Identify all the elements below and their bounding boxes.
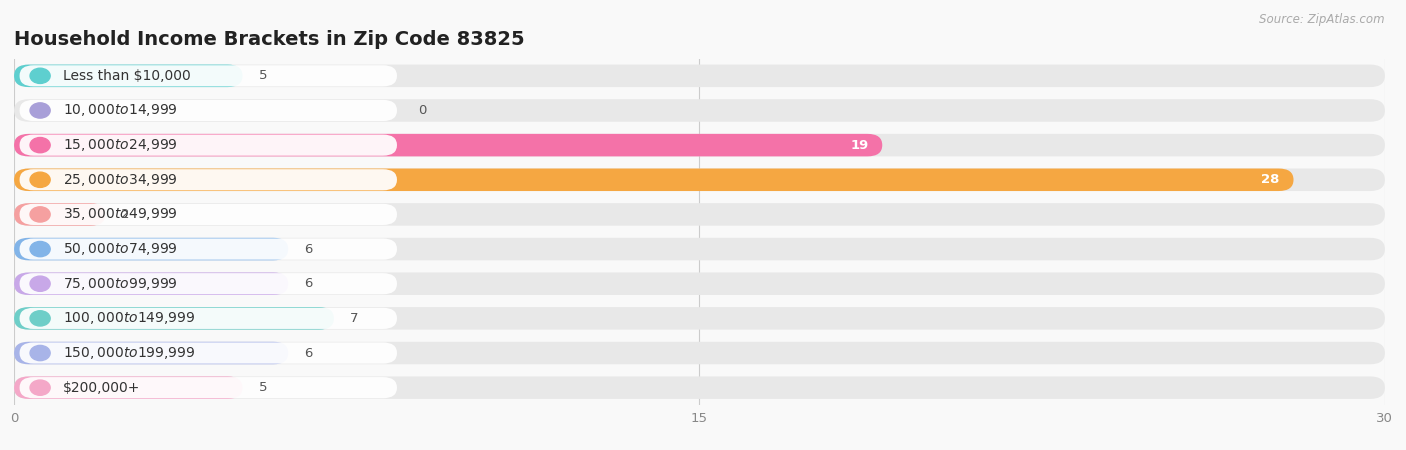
FancyBboxPatch shape [14,203,1385,226]
Circle shape [30,276,51,291]
FancyBboxPatch shape [14,134,1385,157]
FancyBboxPatch shape [14,134,883,157]
Text: $75,000 to $99,999: $75,000 to $99,999 [63,276,177,292]
Circle shape [30,311,51,326]
FancyBboxPatch shape [14,307,1385,330]
FancyBboxPatch shape [20,273,396,294]
Text: $100,000 to $149,999: $100,000 to $149,999 [63,310,195,326]
Text: Source: ZipAtlas.com: Source: ZipAtlas.com [1260,14,1385,27]
Text: 5: 5 [259,381,267,394]
FancyBboxPatch shape [20,169,396,190]
Text: $35,000 to $49,999: $35,000 to $49,999 [63,207,177,222]
FancyBboxPatch shape [14,272,1385,295]
FancyBboxPatch shape [20,238,396,260]
FancyBboxPatch shape [20,100,396,121]
FancyBboxPatch shape [20,65,396,86]
Circle shape [30,68,51,83]
FancyBboxPatch shape [20,377,396,398]
Text: 6: 6 [304,346,312,360]
Circle shape [30,172,51,187]
FancyBboxPatch shape [14,238,1385,261]
Text: 7: 7 [350,312,359,325]
FancyBboxPatch shape [14,342,288,365]
FancyBboxPatch shape [14,376,243,399]
FancyBboxPatch shape [14,168,1294,191]
Circle shape [30,346,51,360]
Text: 5: 5 [259,69,267,82]
Text: Less than $10,000: Less than $10,000 [63,69,191,83]
Circle shape [30,380,51,395]
Text: $50,000 to $74,999: $50,000 to $74,999 [63,241,177,257]
Circle shape [30,103,51,118]
FancyBboxPatch shape [20,342,396,364]
FancyBboxPatch shape [14,203,105,226]
Text: $10,000 to $14,999: $10,000 to $14,999 [63,103,177,118]
Text: 2: 2 [121,208,129,221]
FancyBboxPatch shape [20,135,396,156]
FancyBboxPatch shape [20,308,396,329]
FancyBboxPatch shape [14,272,288,295]
Text: $200,000+: $200,000+ [63,381,141,395]
Circle shape [30,207,51,222]
Text: $25,000 to $34,999: $25,000 to $34,999 [63,172,177,188]
Circle shape [30,242,51,256]
FancyBboxPatch shape [14,342,1385,365]
Text: 6: 6 [304,277,312,290]
FancyBboxPatch shape [14,64,1385,87]
Text: 28: 28 [1261,173,1279,186]
Text: Household Income Brackets in Zip Code 83825: Household Income Brackets in Zip Code 83… [14,30,524,49]
Circle shape [30,138,51,153]
FancyBboxPatch shape [14,376,1385,399]
Text: 19: 19 [851,139,869,152]
FancyBboxPatch shape [14,168,1385,191]
FancyBboxPatch shape [14,64,243,87]
Text: $150,000 to $199,999: $150,000 to $199,999 [63,345,195,361]
FancyBboxPatch shape [20,204,396,225]
Text: $15,000 to $24,999: $15,000 to $24,999 [63,137,177,153]
Text: 0: 0 [419,104,427,117]
FancyBboxPatch shape [14,238,288,261]
FancyBboxPatch shape [14,99,1385,122]
FancyBboxPatch shape [14,307,335,330]
Text: 6: 6 [304,243,312,256]
